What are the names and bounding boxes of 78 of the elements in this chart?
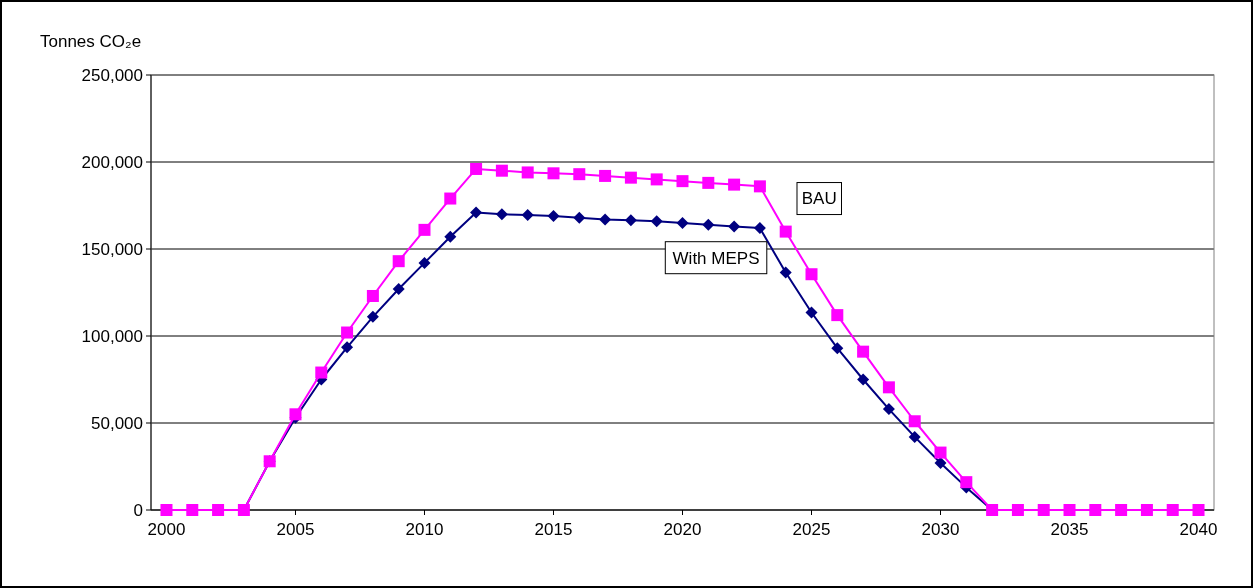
point <box>521 209 534 222</box>
point <box>186 504 199 516</box>
point <box>702 218 715 231</box>
point <box>392 255 405 268</box>
point <box>831 342 844 355</box>
point <box>857 373 870 386</box>
point <box>521 166 534 179</box>
point <box>1166 504 1179 516</box>
x-tick-label: 2015 <box>534 520 573 539</box>
y-tick-label: 150,000 <box>81 239 143 259</box>
point <box>418 256 431 269</box>
point <box>753 180 766 193</box>
point <box>650 173 663 186</box>
point <box>779 266 792 279</box>
point <box>573 168 586 181</box>
point <box>1192 504 1205 516</box>
point <box>444 192 457 205</box>
point <box>1037 504 1050 516</box>
point <box>599 169 612 182</box>
y-tick-label: 200,000 <box>81 152 143 172</box>
point <box>650 215 663 228</box>
point <box>702 176 715 189</box>
point <box>831 309 844 322</box>
point <box>934 446 947 459</box>
x-tick-label: 2010 <box>405 520 444 539</box>
point <box>495 208 508 221</box>
point <box>960 476 973 489</box>
point <box>573 211 586 224</box>
point <box>624 171 637 184</box>
point <box>1089 504 1102 516</box>
point <box>444 230 457 243</box>
point <box>160 504 173 516</box>
x-tick-label: 2020 <box>663 520 702 539</box>
point <box>1063 504 1076 516</box>
y-tick-label: 0 <box>133 500 143 520</box>
point <box>599 213 612 226</box>
point <box>1140 504 1153 516</box>
x-tick-label: 2030 <box>921 520 960 539</box>
annotation: BAU <box>801 189 837 209</box>
x-tick-label: 2005 <box>276 520 315 539</box>
y-tick-label: 50,000 <box>91 413 143 433</box>
x-tick-label: 2040 <box>1179 520 1218 539</box>
x-tick-label: 2025 <box>792 520 831 539</box>
point <box>547 209 560 222</box>
point <box>676 175 689 188</box>
annotation: With MEPS <box>672 248 760 268</box>
point <box>418 223 431 236</box>
x-tick-label: 2000 <box>147 520 186 539</box>
point <box>728 178 741 191</box>
y-tick-label: 100,000 <box>81 326 143 346</box>
point <box>366 289 379 302</box>
point <box>470 162 483 175</box>
point <box>779 225 792 238</box>
point <box>470 206 483 219</box>
point <box>908 430 921 443</box>
point <box>805 306 818 319</box>
point <box>908 415 921 428</box>
point <box>728 220 741 233</box>
point <box>676 216 689 229</box>
point <box>495 164 508 177</box>
point <box>341 341 354 354</box>
point <box>624 214 637 227</box>
point <box>547 167 560 180</box>
point <box>1115 504 1128 516</box>
point <box>882 403 895 416</box>
y-tick-label: 250,000 <box>81 65 143 85</box>
y-axis-title: Tonnes CO₂e <box>40 32 142 51</box>
point <box>315 366 328 379</box>
point <box>392 283 405 296</box>
point <box>805 268 818 281</box>
point <box>212 504 225 516</box>
point <box>857 345 870 358</box>
point <box>341 326 354 339</box>
point <box>934 457 947 470</box>
point <box>753 222 766 235</box>
x-tick-label: 2035 <box>1050 520 1089 539</box>
point <box>366 310 379 323</box>
point <box>882 381 895 394</box>
